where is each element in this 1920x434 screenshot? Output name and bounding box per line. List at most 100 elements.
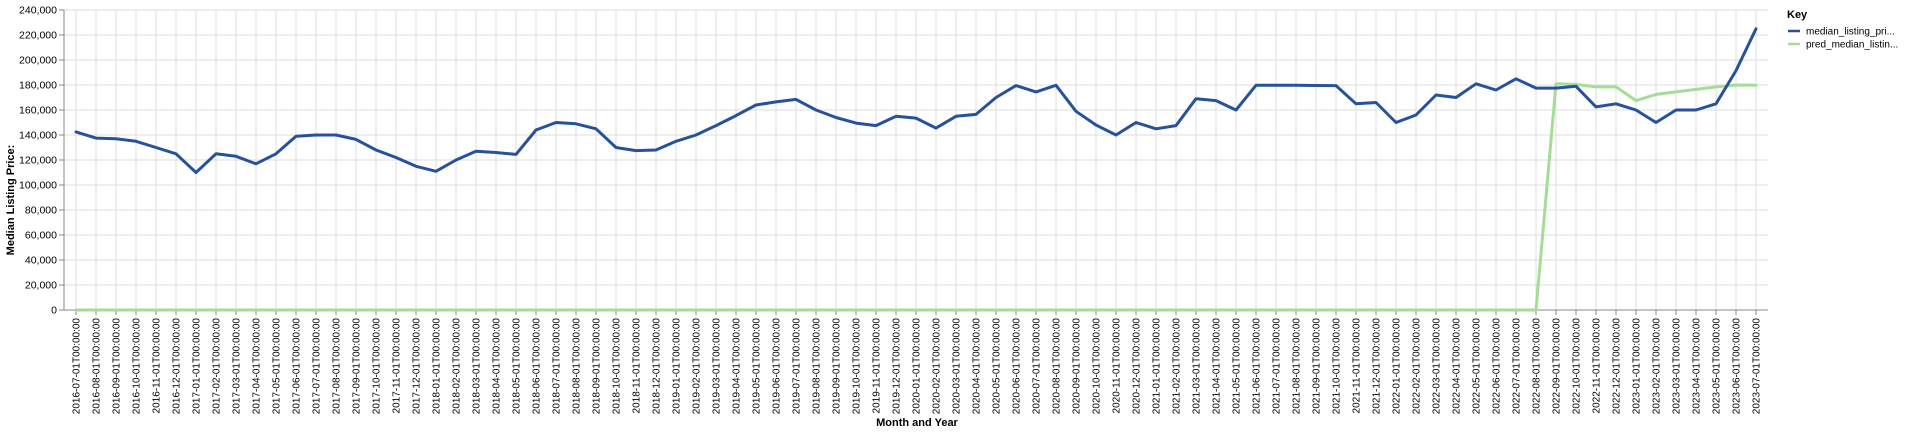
x-tick-label: 2022-08-01T00:00:00 — [1532, 318, 1543, 415]
x-tick-label: 2023-04-01T00:00:00 — [1692, 318, 1703, 415]
x-tick-label: 2021-09-01T00:00:00 — [1312, 318, 1323, 415]
legend: Key median_listing_pri... pred_median_lis… — [1787, 9, 1898, 51]
x-tick-label: 2020-02-01T00:00:00 — [932, 318, 943, 415]
x-tick-label: 2022-03-01T00:00:00 — [1432, 318, 1443, 415]
x-tick-label: 2022-09-01T00:00:00 — [1552, 318, 1563, 415]
y-tick-label: 20,000 — [25, 280, 57, 292]
x-axis-title: Month and Year — [876, 417, 958, 429]
x-tick-label: 2017-05-01T00:00:00 — [272, 318, 283, 415]
x-tick-label: 2022-07-01T00:00:00 — [1512, 318, 1523, 415]
x-tick-label: 2017-09-01T00:00:00 — [352, 318, 363, 415]
x-tick-label: 2019-10-01T00:00:00 — [852, 318, 863, 415]
x-tick-label: 2022-10-01T00:00:00 — [1572, 318, 1583, 415]
x-tick-label: 2021-03-01T00:00:00 — [1192, 318, 1203, 415]
x-tick-label: 2022-02-01T00:00:00 — [1412, 318, 1423, 415]
x-axis: 2016-07-01T00:00:00 2016-08-01T00:00:00 20… — [64, 309, 1768, 415]
x-tick-label: 2017-04-01T00:00:00 — [252, 318, 263, 415]
x-tick-label: 2019-06-01T00:00:00 — [772, 318, 783, 415]
x-tick-label: 2021-07-01T00:00:00 — [1272, 318, 1283, 415]
y-axis-title: Median Listing Price: — [5, 145, 17, 256]
x-tick-label: 2023-05-01T00:00:00 — [1712, 318, 1723, 415]
series-line-0 — [74, 27, 1758, 174]
x-tick-label: 2022-12-01T00:00:00 — [1612, 318, 1623, 415]
x-tick-label: 2021-01-01T00:00:00 — [1152, 318, 1163, 415]
x-tick-label: 2019-05-01T00:00:00 — [752, 318, 763, 415]
x-tick-label: 2021-12-01T00:00:00 — [1372, 318, 1383, 415]
x-tick-label: 2018-06-01T00:00:00 — [532, 318, 543, 415]
x-tick-label: 2017-12-01T00:00:00 — [412, 318, 423, 415]
x-tick-label: 2017-11-01T00:00:00 — [392, 318, 403, 414]
x-tick-label: 2019-09-01T00:00:00 — [832, 318, 843, 415]
x-tick-label: 2021-11-01T00:00:00 — [1352, 318, 1363, 414]
x-tick-label: 2018-01-01T00:00:00 — [432, 318, 443, 415]
x-tick-label: 2020-12-01T00:00:00 — [1132, 318, 1143, 415]
x-tick-label: 2018-08-01T00:00:00 — [572, 318, 583, 415]
y-axis: 0 20,000 40,000 60,000 80,000 100,000 120,000 1… — [19, 5, 65, 317]
y-tick-label: 180,000 — [19, 80, 57, 92]
x-tick-label: 2018-05-01T00:00:00 — [512, 318, 523, 415]
x-tick-label: 2018-11-01T00:00:00 — [632, 318, 643, 414]
x-tick-label: 2019-03-01T00:00:00 — [712, 318, 723, 415]
x-tick-label: 2017-03-01T00:00:00 — [232, 318, 243, 415]
x-tick-label: 2019-11-01T00:00:00 — [872, 318, 883, 414]
x-tick-label: 2020-01-01T00:00:00 — [912, 318, 923, 415]
y-tick-label: 100,000 — [19, 180, 57, 192]
x-tick-label: 2018-02-01T00:00:00 — [452, 318, 463, 415]
x-tick-label: 2016-10-01T00:00:00 — [132, 318, 143, 415]
y-tick-label: 200,000 — [19, 55, 57, 67]
x-tick-label: 2018-07-01T00:00:00 — [552, 318, 563, 415]
x-tick-label: 2018-09-01T00:00:00 — [592, 318, 603, 415]
x-tick-label: 2016-07-01T00:00:00 — [72, 318, 83, 415]
x-tick-label: 2017-07-01T00:00:00 — [312, 318, 323, 415]
y-tick-label: 220,000 — [19, 30, 57, 42]
legend-title: Key — [1787, 9, 1808, 21]
x-tick-label: 2022-11-01T00:00:00 — [1592, 318, 1603, 414]
y-tick-label: 80,000 — [25, 205, 57, 217]
x-tick-label: 2017-02-01T00:00:00 — [212, 318, 223, 415]
grid-lines — [64, 9, 1768, 311]
y-tick-label: 160,000 — [19, 105, 57, 117]
x-tick-label: 2020-04-01T00:00:00 — [972, 318, 983, 415]
x-tick-label: 2019-04-01T00:00:00 — [732, 318, 743, 415]
x-tick-label: 2021-04-01T00:00:00 — [1212, 318, 1223, 415]
x-tick-label: 2018-10-01T00:00:00 — [612, 318, 623, 415]
legend-label: median_listing_pri... — [1806, 27, 1895, 38]
x-tick-label: 2016-08-01T00:00:00 — [92, 318, 103, 415]
x-tick-label: 2020-07-01T00:00:00 — [1032, 318, 1043, 415]
x-tick-label: 2023-03-01T00:00:00 — [1672, 318, 1683, 415]
y-tick-label: 40,000 — [25, 255, 57, 267]
x-tick-label: 2017-06-01T00:00:00 — [292, 318, 303, 415]
x-tick-label: 2018-04-01T00:00:00 — [492, 318, 503, 415]
x-tick-label: 2017-10-01T00:00:00 — [372, 318, 383, 415]
x-tick-label: 2022-04-01T00:00:00 — [1452, 318, 1463, 415]
x-tick-label: 2020-05-01T00:00:00 — [992, 318, 1003, 415]
x-tick-label: 2019-01-01T00:00:00 — [672, 318, 683, 415]
legend-label: pred_median_listin... — [1806, 40, 1898, 51]
x-tick-label: 2023-07-01T00:00:00 — [1752, 318, 1763, 415]
x-tick-label: 2021-05-01T00:00:00 — [1232, 318, 1243, 415]
x-tick-label: 2019-02-01T00:00:00 — [692, 318, 703, 415]
x-tick-label: 2021-10-01T00:00:00 — [1332, 318, 1343, 415]
x-tick-label: 2016-09-01T00:00:00 — [112, 318, 123, 415]
x-tick-label: 2017-08-01T00:00:00 — [332, 318, 343, 415]
x-tick-label: 2021-06-01T00:00:00 — [1252, 318, 1263, 415]
x-tick-label: 2020-08-01T00:00:00 — [1052, 318, 1063, 415]
y-tick-label: 240,000 — [19, 5, 57, 17]
x-tick-label: 2019-12-01T00:00:00 — [892, 318, 903, 415]
x-tick-label: 2016-11-01T00:00:00 — [152, 318, 163, 414]
y-tick-label: 0 — [51, 305, 57, 317]
x-tick-label: 2021-02-01T00:00:00 — [1172, 318, 1183, 415]
x-tick-label: 2021-08-01T00:00:00 — [1292, 318, 1303, 415]
series-line-1 — [74, 82, 1758, 312]
x-tick-label: 2023-01-01T00:00:00 — [1632, 318, 1643, 415]
x-tick-label: 2017-01-01T00:00:00 — [192, 318, 203, 415]
y-tick-label: 120,000 — [19, 155, 57, 167]
x-tick-label: 2022-06-01T00:00:00 — [1492, 318, 1503, 415]
x-tick-label: 2020-03-01T00:00:00 — [952, 318, 963, 415]
x-tick-label: 2019-08-01T00:00:00 — [812, 318, 823, 415]
x-tick-label: 2016-12-01T00:00:00 — [172, 318, 183, 415]
x-tick-label: 2022-01-01T00:00:00 — [1392, 318, 1403, 415]
x-tick-label: 2018-12-01T00:00:00 — [652, 318, 663, 415]
series-lines — [74, 27, 1758, 312]
